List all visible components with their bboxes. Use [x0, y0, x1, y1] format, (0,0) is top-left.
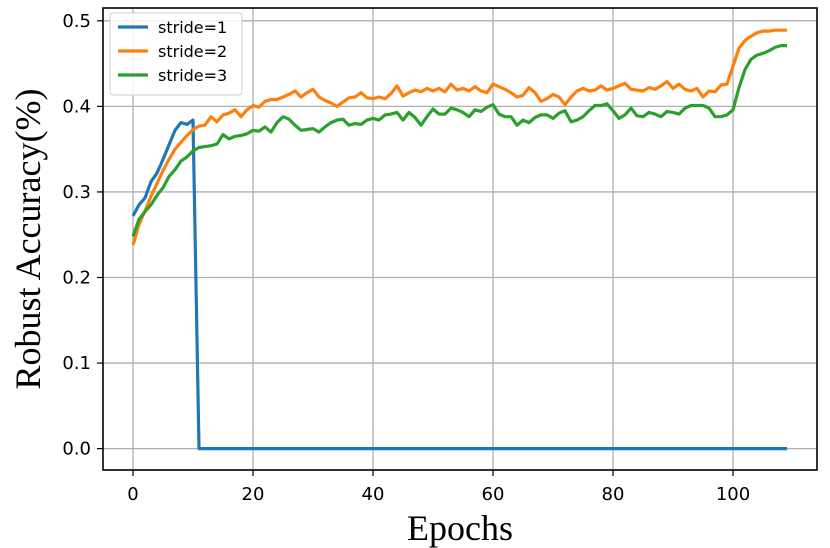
x-tick-label: 0: [127, 484, 138, 505]
x-tick-label: 40: [362, 484, 385, 505]
series-line-3: [131, 43, 787, 237]
x-tick-label: 100: [716, 484, 750, 505]
plot-frame: [102, 7, 818, 471]
y-tick-label: 0.4: [62, 96, 91, 117]
ticks: 0 20 40 60 80 100 0.0 0.1 0.2 0.3 0.4 0.5: [62, 11, 750, 505]
y-tick-label: 0.3: [62, 182, 91, 203]
y-tick-label: 0.5: [62, 11, 91, 32]
y-tick-label: 0.2: [62, 268, 91, 289]
y-tick-label: 0.0: [62, 439, 91, 460]
x-tick-label: 60: [482, 484, 505, 505]
legend: stride=1 stride=2 stride=3: [109, 12, 243, 96]
x-tick-label: 80: [602, 484, 625, 505]
series-line-1: [131, 118, 787, 451]
legend-label: stride=3: [158, 66, 227, 85]
legend-label: stride=1: [158, 18, 227, 37]
series-lines: [131, 28, 787, 451]
series-line-2: [131, 28, 787, 246]
x-axis-title: Epochs: [407, 508, 513, 548]
x-tick-label: 20: [242, 484, 265, 505]
y-axis-title: Robust Accuracy(%): [8, 89, 48, 390]
legend-label: stride=2: [158, 42, 227, 61]
y-tick-label: 0.1: [62, 353, 91, 374]
